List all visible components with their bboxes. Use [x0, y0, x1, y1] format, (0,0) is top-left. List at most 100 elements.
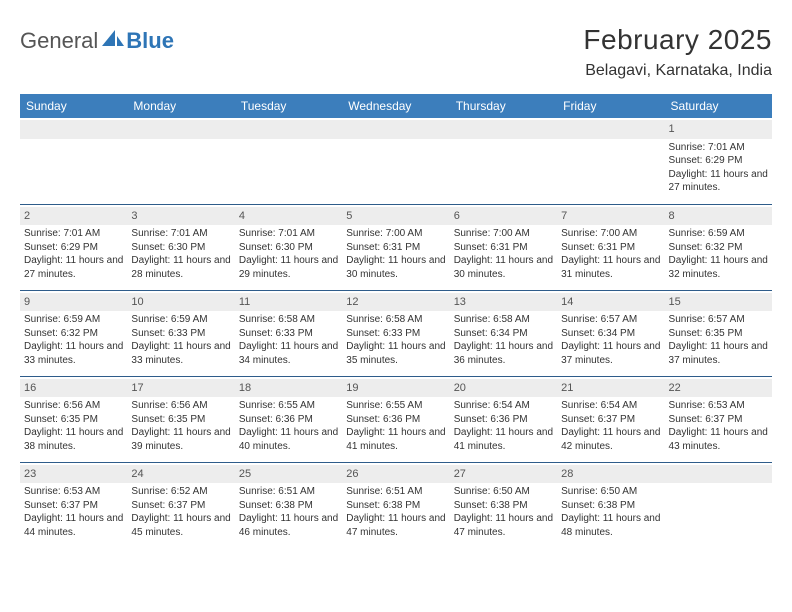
calendar-week-row: 2Sunrise: 7:01 AMSunset: 6:29 PMDaylight… [20, 204, 772, 290]
day-daylight: Daylight: 11 hours and 38 minutes. [24, 426, 123, 453]
day-sunset: Sunset: 6:38 PM [561, 499, 660, 513]
weekday-friday: Friday [557, 94, 664, 118]
day-daylight: Daylight: 11 hours and 27 minutes. [24, 254, 123, 281]
calendar-day-cell: 18Sunrise: 6:55 AMSunset: 6:36 PMDayligh… [235, 376, 342, 462]
day-number: 4 [235, 207, 342, 226]
calendar-body: 1Sunrise: 7:01 AMSunset: 6:29 PMDaylight… [20, 118, 772, 548]
day-daylight: Daylight: 11 hours and 44 minutes. [24, 512, 123, 539]
day-sunset: Sunset: 6:34 PM [561, 327, 660, 341]
day-number: 20 [450, 379, 557, 398]
calendar-day-cell: 26Sunrise: 6:51 AMSunset: 6:38 PMDayligh… [342, 462, 449, 548]
day-daylight: Daylight: 11 hours and 48 minutes. [561, 512, 660, 539]
day-daylight: Daylight: 11 hours and 34 minutes. [239, 340, 338, 367]
day-sunrise: Sunrise: 6:50 AM [561, 485, 660, 499]
day-daylight: Daylight: 11 hours and 39 minutes. [131, 426, 230, 453]
day-sunrise: Sunrise: 7:01 AM [24, 227, 123, 241]
weekday-header-row: Sunday Monday Tuesday Wednesday Thursday… [20, 94, 772, 118]
month-title: February 2025 [583, 24, 772, 56]
calendar-day-cell: 23Sunrise: 6:53 AMSunset: 6:37 PMDayligh… [20, 462, 127, 548]
calendar-week-row: 1Sunrise: 7:01 AMSunset: 6:29 PMDaylight… [20, 118, 772, 204]
day-sunset: Sunset: 6:37 PM [24, 499, 123, 513]
calendar-day-cell: 12Sunrise: 6:58 AMSunset: 6:33 PMDayligh… [342, 290, 449, 376]
day-number: 19 [342, 379, 449, 398]
calendar-table: Sunday Monday Tuesday Wednesday Thursday… [20, 94, 772, 548]
day-sunset: Sunset: 6:33 PM [131, 327, 230, 341]
calendar-day-cell: 13Sunrise: 6:58 AMSunset: 6:34 PMDayligh… [450, 290, 557, 376]
day-sunset: Sunset: 6:36 PM [239, 413, 338, 427]
day-number: 26 [342, 465, 449, 484]
calendar-day-cell: 14Sunrise: 6:57 AMSunset: 6:34 PMDayligh… [557, 290, 664, 376]
day-daylight: Daylight: 11 hours and 40 minutes. [239, 426, 338, 453]
day-sunrise: Sunrise: 6:58 AM [239, 313, 338, 327]
day-sunset: Sunset: 6:29 PM [669, 154, 768, 168]
day-number [342, 120, 449, 139]
day-sunrise: Sunrise: 6:55 AM [346, 399, 445, 413]
calendar-day-cell: 24Sunrise: 6:52 AMSunset: 6:37 PMDayligh… [127, 462, 234, 548]
calendar-day-cell: 21Sunrise: 6:54 AMSunset: 6:37 PMDayligh… [557, 376, 664, 462]
title-block: February 2025 Belagavi, Karnataka, India [583, 24, 772, 80]
day-number: 17 [127, 379, 234, 398]
day-sunset: Sunset: 6:36 PM [454, 413, 553, 427]
day-sunset: Sunset: 6:29 PM [24, 241, 123, 255]
day-sunrise: Sunrise: 6:57 AM [669, 313, 768, 327]
day-daylight: Daylight: 11 hours and 47 minutes. [454, 512, 553, 539]
calendar-day-cell: 6Sunrise: 7:00 AMSunset: 6:31 PMDaylight… [450, 204, 557, 290]
calendar-day-cell: 7Sunrise: 7:00 AMSunset: 6:31 PMDaylight… [557, 204, 664, 290]
day-number [127, 120, 234, 139]
day-number [450, 120, 557, 139]
day-number: 3 [127, 207, 234, 226]
weekday-thursday: Thursday [450, 94, 557, 118]
calendar-day-cell [235, 118, 342, 204]
day-sunrise: Sunrise: 6:57 AM [561, 313, 660, 327]
day-number [20, 120, 127, 139]
day-daylight: Daylight: 11 hours and 33 minutes. [131, 340, 230, 367]
day-sunset: Sunset: 6:35 PM [24, 413, 123, 427]
day-number [665, 465, 772, 484]
day-daylight: Daylight: 11 hours and 29 minutes. [239, 254, 338, 281]
day-sunrise: Sunrise: 7:00 AM [346, 227, 445, 241]
day-sunset: Sunset: 6:37 PM [561, 413, 660, 427]
day-sunrise: Sunrise: 6:56 AM [24, 399, 123, 413]
day-sunrise: Sunrise: 6:51 AM [239, 485, 338, 499]
day-sunset: Sunset: 6:38 PM [346, 499, 445, 513]
day-daylight: Daylight: 11 hours and 42 minutes. [561, 426, 660, 453]
weekday-wednesday: Wednesday [342, 94, 449, 118]
day-daylight: Daylight: 11 hours and 32 minutes. [669, 254, 768, 281]
day-number: 12 [342, 293, 449, 312]
logo-text-blue: Blue [126, 28, 174, 54]
calendar-week-row: 16Sunrise: 6:56 AMSunset: 6:35 PMDayligh… [20, 376, 772, 462]
calendar-day-cell: 19Sunrise: 6:55 AMSunset: 6:36 PMDayligh… [342, 376, 449, 462]
calendar-day-cell: 15Sunrise: 6:57 AMSunset: 6:35 PMDayligh… [665, 290, 772, 376]
day-number: 23 [20, 465, 127, 484]
day-sunrise: Sunrise: 7:01 AM [131, 227, 230, 241]
calendar-day-cell [557, 118, 664, 204]
day-sunset: Sunset: 6:35 PM [131, 413, 230, 427]
calendar-day-cell [20, 118, 127, 204]
calendar-day-cell: 28Sunrise: 6:50 AMSunset: 6:38 PMDayligh… [557, 462, 664, 548]
day-daylight: Daylight: 11 hours and 30 minutes. [454, 254, 553, 281]
day-number [235, 120, 342, 139]
calendar-day-cell: 1Sunrise: 7:01 AMSunset: 6:29 PMDaylight… [665, 118, 772, 204]
day-number: 22 [665, 379, 772, 398]
day-number: 6 [450, 207, 557, 226]
day-number: 8 [665, 207, 772, 226]
day-sunset: Sunset: 6:32 PM [24, 327, 123, 341]
day-daylight: Daylight: 11 hours and 37 minutes. [669, 340, 768, 367]
day-number [557, 120, 664, 139]
day-daylight: Daylight: 11 hours and 27 minutes. [669, 168, 768, 195]
day-daylight: Daylight: 11 hours and 37 minutes. [561, 340, 660, 367]
day-number: 10 [127, 293, 234, 312]
day-sunset: Sunset: 6:35 PM [669, 327, 768, 341]
day-daylight: Daylight: 11 hours and 43 minutes. [669, 426, 768, 453]
day-sunrise: Sunrise: 6:54 AM [561, 399, 660, 413]
day-number: 13 [450, 293, 557, 312]
day-daylight: Daylight: 11 hours and 36 minutes. [454, 340, 553, 367]
calendar-day-cell [127, 118, 234, 204]
day-daylight: Daylight: 11 hours and 35 minutes. [346, 340, 445, 367]
day-number: 2 [20, 207, 127, 226]
calendar-day-cell: 9Sunrise: 6:59 AMSunset: 6:32 PMDaylight… [20, 290, 127, 376]
day-sunset: Sunset: 6:37 PM [131, 499, 230, 513]
day-sunset: Sunset: 6:30 PM [131, 241, 230, 255]
calendar-day-cell [665, 462, 772, 548]
day-number: 11 [235, 293, 342, 312]
